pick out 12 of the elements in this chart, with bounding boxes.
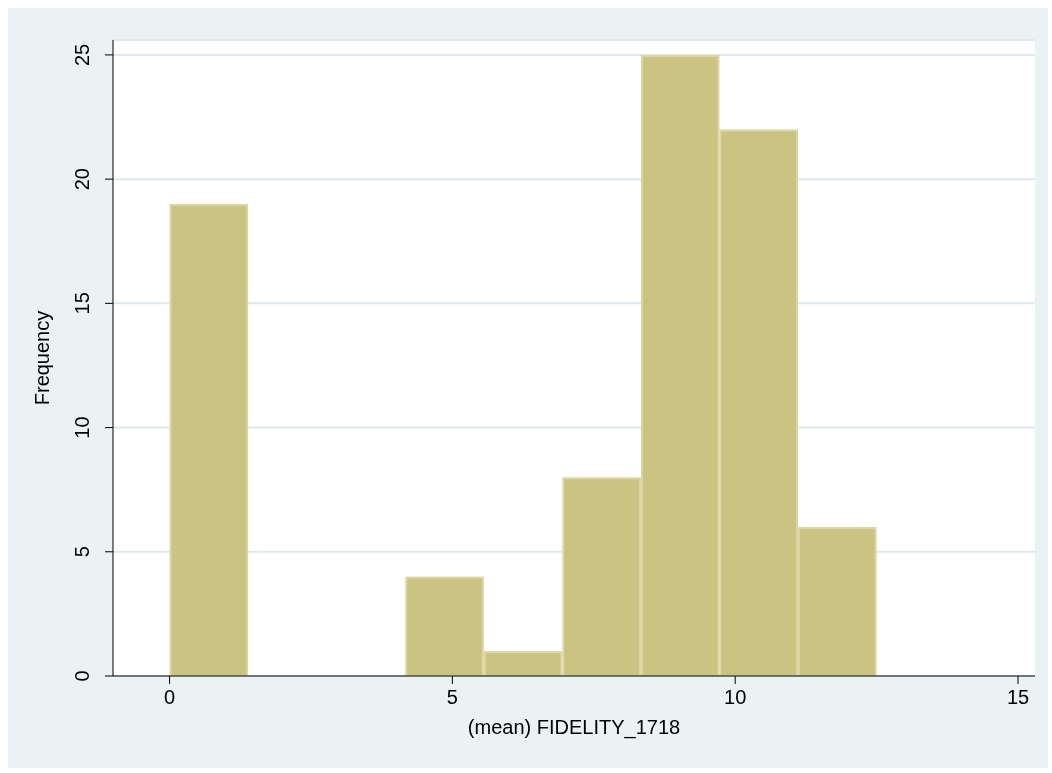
x-tick-label: 0 [164,686,176,709]
x-tick-label: 5 [446,686,458,709]
x-tick-label: 15 [1006,686,1030,709]
y-tick-label: 15 [71,292,93,315]
y-axis-title: Frequency [31,310,54,406]
y-tick-label: 5 [71,546,93,558]
y-tick-label: 0 [71,670,93,682]
y-tick-label: 25 [71,43,93,67]
x-tick-label: 10 [724,686,747,709]
y-tick-label: 10 [71,416,93,439]
y-tick-label: 20 [71,168,93,191]
x-axis-title: (mean) FIDELITY_1718 [467,716,681,739]
